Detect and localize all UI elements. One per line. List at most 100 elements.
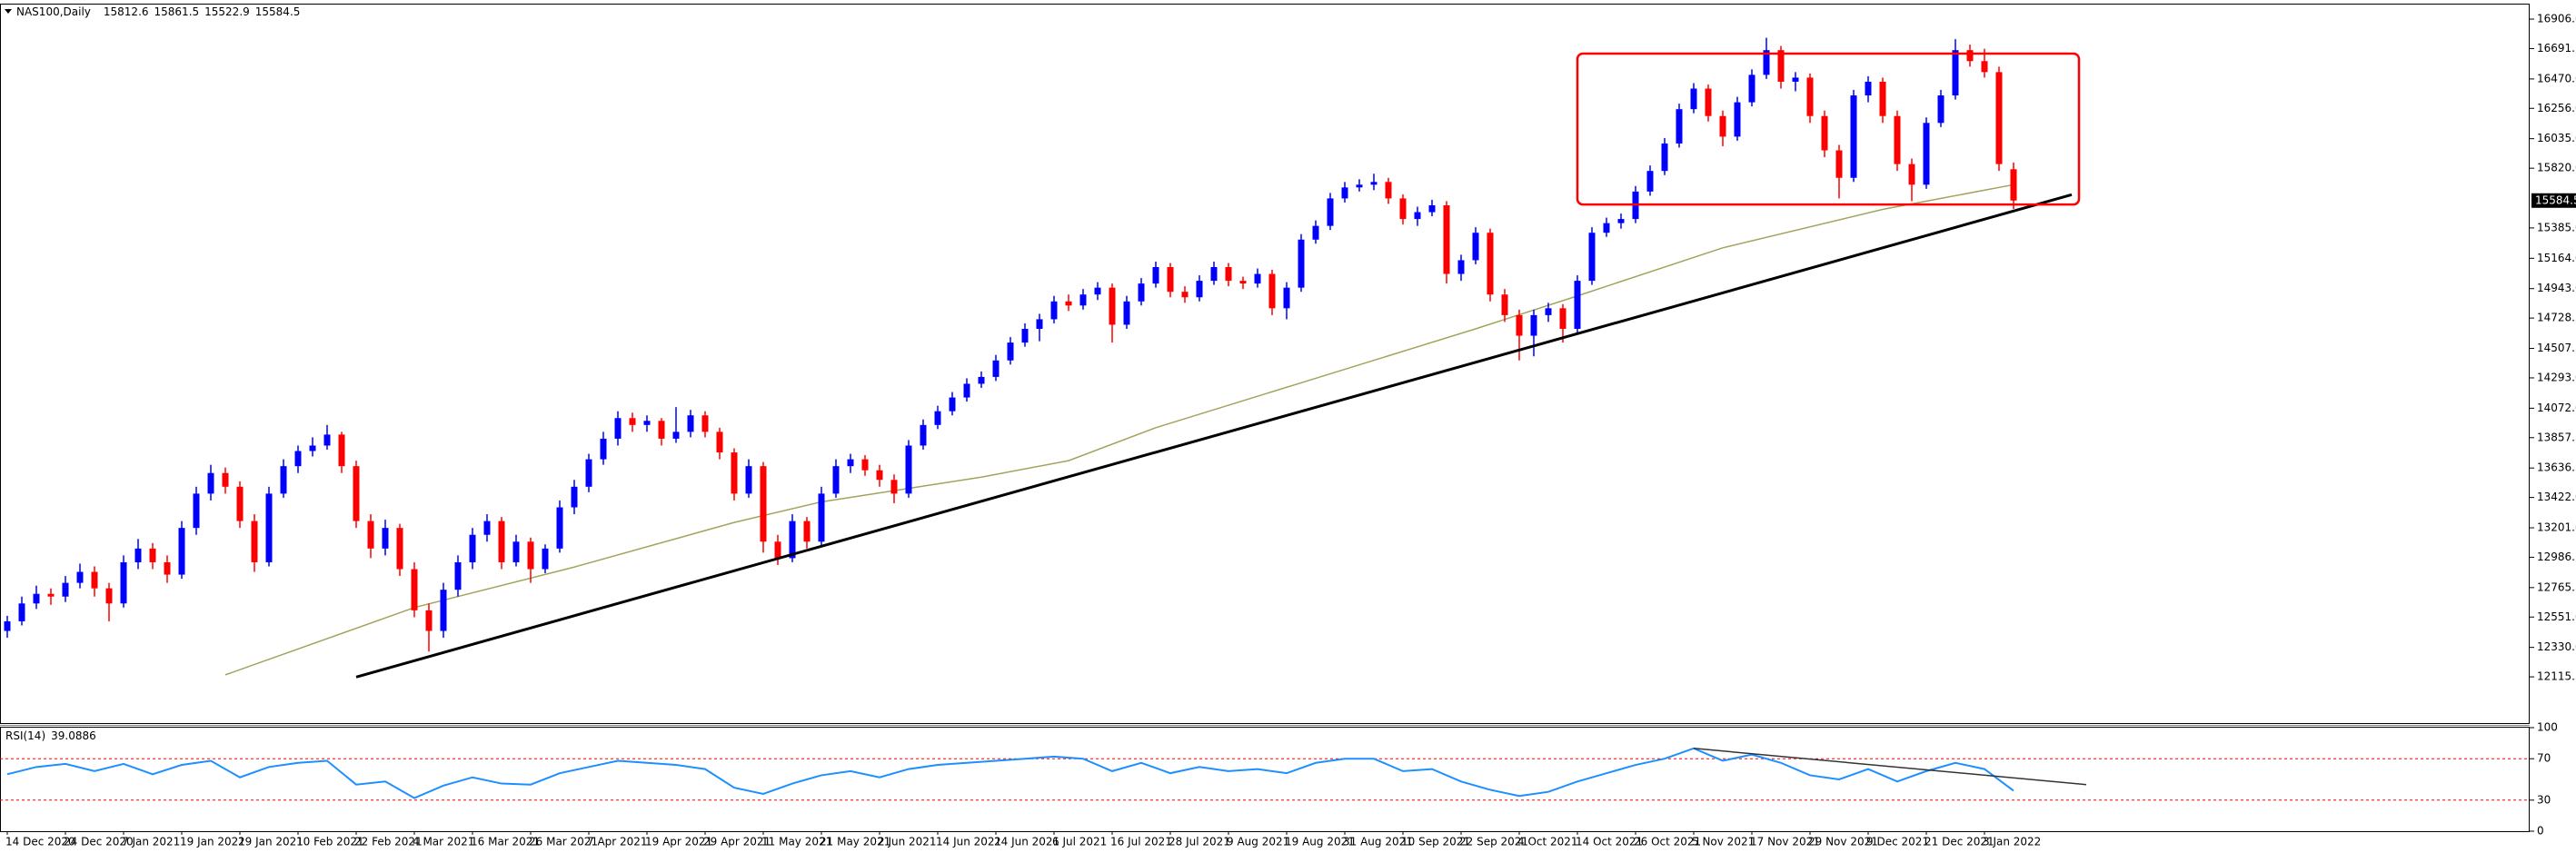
candle-body (18, 603, 25, 621)
x-tick-label: 3 Jan 2022 (1983, 836, 2041, 848)
candle-body (411, 569, 418, 610)
rsi-value: 39.0886 (51, 729, 96, 742)
x-tick-label: 22 Sep 2021 (1459, 836, 1528, 848)
x-tick-label: 28 Jul 2021 (1169, 836, 1230, 848)
x-tick-label: 9 Dec 2021 (1866, 836, 1929, 848)
candle-body (905, 445, 912, 494)
y-tick-label: 13857.5 (2537, 431, 2576, 443)
candle-body (1341, 187, 1348, 199)
y-tick-label: 14293.0 (2537, 371, 2576, 383)
y-tick-label: 13422.0 (2537, 491, 2576, 503)
candle-body (1501, 294, 1508, 315)
candle-body (1036, 319, 1043, 330)
rsi-header: RSI(14) 39.0886 (5, 729, 96, 742)
candle-body (789, 521, 796, 559)
y-tick-label: 30 (2537, 793, 2551, 806)
x-tick-label: 29 Apr 2021 (703, 836, 771, 848)
x-tick-label: 19 Apr 2021 (645, 836, 712, 848)
candle-body (1152, 266, 1159, 284)
x-tick-label: 29 Jan 2021 (238, 836, 303, 848)
candle-body (847, 459, 854, 467)
candle-body (236, 486, 244, 521)
range-box (1576, 52, 2081, 206)
header-high: 15861.5 (154, 5, 200, 18)
candle-body (1908, 164, 1915, 185)
candle-body (1530, 314, 1537, 336)
candle-body (934, 411, 941, 425)
candle-body (1283, 287, 1290, 309)
candle-body (1167, 266, 1174, 293)
x-tick-label: 4 Oct 2021 (1517, 836, 1578, 848)
candle-body (832, 466, 840, 494)
candle-body (1138, 283, 1145, 302)
candle-body (1777, 50, 1785, 82)
candle-body (1327, 198, 1334, 226)
candle-body (498, 521, 505, 562)
candle-body (1196, 281, 1203, 298)
candle-body (134, 548, 142, 562)
candle-body (222, 472, 229, 487)
x-tick-label: 4 Mar 2021 (413, 836, 474, 848)
candle-body (338, 434, 345, 467)
y-tick-label: 100 (2537, 721, 2558, 734)
candle-body (207, 472, 214, 494)
candle-body (1428, 204, 1436, 213)
rsi-line (6, 747, 2014, 799)
candle-body (1254, 273, 1261, 284)
candle-body (745, 466, 752, 494)
x-tick-label: 24 Dec 2020 (64, 836, 134, 848)
x-tick-label: 14 Jun 2021 (936, 836, 1001, 848)
x-tick-label: 5 Nov 2021 (1692, 836, 1755, 848)
candle-body (1763, 50, 1770, 75)
x-tick-label: 21 Dec 2021 (1925, 836, 1994, 848)
x-tick-label: 7 Apr 2021 (587, 836, 648, 848)
y-tick-label: 70 (2537, 752, 2551, 765)
candle-body (949, 397, 956, 412)
candle-body (614, 418, 622, 439)
candle-body (1472, 233, 1479, 261)
x-tick-label: 6 Jul 2021 (1052, 836, 1107, 848)
candle-body (120, 561, 127, 604)
candle-body (1443, 204, 1450, 274)
candle-body (1806, 77, 1814, 116)
candle-body (774, 541, 781, 559)
x-tick-label: 16 Jul 2021 (1110, 836, 1172, 848)
candle-body (1007, 342, 1014, 361)
moving-average (224, 183, 2014, 676)
candle-body (1181, 292, 1189, 298)
candle-body (1850, 95, 1857, 178)
candle-body (818, 493, 825, 542)
candle-body (1210, 266, 1218, 282)
candle-body (483, 521, 491, 535)
candle-body (294, 451, 302, 467)
candle-body (193, 493, 200, 529)
candle-body (1385, 182, 1392, 199)
candle-body (1792, 77, 1799, 82)
y-tick-label: 14072.0 (2537, 402, 2576, 414)
x-tick-label: 14 Oct 2021 (1576, 836, 1643, 848)
candle-body (585, 459, 592, 487)
candle-body (963, 383, 970, 398)
candle-body (1734, 102, 1741, 137)
candle-body (876, 470, 883, 481)
candle-body (803, 521, 811, 542)
x-tick-label: 10 Sep 2021 (1401, 836, 1470, 848)
candle-body (716, 431, 723, 453)
x-tick-label: 17 Nov 2021 (1750, 836, 1820, 848)
candle-body (396, 528, 403, 570)
candle-body (309, 445, 316, 451)
candle-body (1457, 260, 1465, 274)
x-tick-label: 29 Nov 2021 (1808, 836, 1878, 848)
candle-body (1995, 72, 2003, 164)
y-tick-label: 12330.0 (2537, 640, 2576, 653)
y-tick-label: 16906.0 (2537, 13, 2576, 25)
x-tick-label: 16 Mar 2021 (471, 836, 540, 848)
candle-body (1966, 50, 1974, 62)
y-tick-label: 12765.5 (2537, 580, 2576, 593)
y-tick-label: 14728.5 (2537, 312, 2576, 324)
candle-body (1937, 95, 1944, 124)
candle-body (992, 360, 1000, 377)
candle-body (1690, 88, 1697, 110)
